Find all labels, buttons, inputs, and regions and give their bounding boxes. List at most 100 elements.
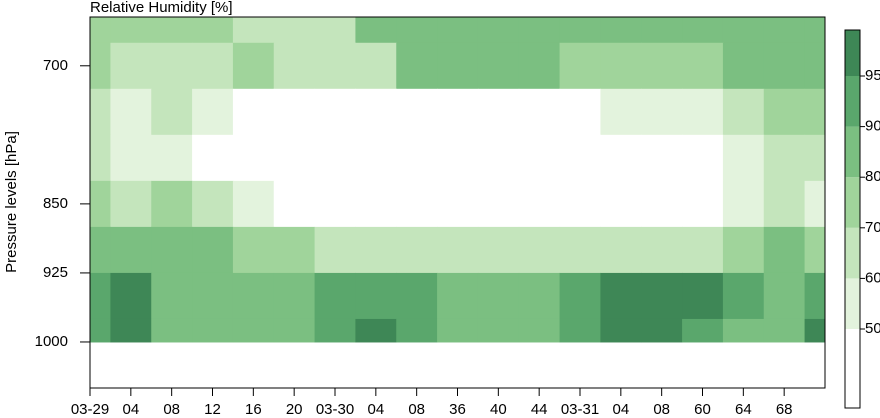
cell [641,42,683,90]
y-tick-label: 1000 [35,333,68,350]
cell [110,42,152,90]
cell [437,318,479,343]
cell [763,134,806,182]
cell [722,134,765,182]
cell [110,134,152,182]
cell [559,180,601,228]
cell [314,134,356,182]
colorbar-label: 70 [865,219,880,236]
cell [314,272,356,320]
cell [90,134,111,182]
cell [804,42,826,90]
cell [90,180,111,228]
cell [151,17,193,44]
cell [90,272,111,320]
cell [90,226,111,274]
cell [192,88,234,136]
cell [804,226,826,274]
cell [641,88,683,136]
cell [273,180,316,228]
cell [682,272,724,320]
cell [600,134,642,182]
cell [110,272,152,320]
cell [763,272,806,320]
cell [763,42,806,90]
cell [273,134,316,182]
cell [641,272,683,320]
x-tick-label: 04 [367,401,384,418]
cell [396,17,438,44]
cell [273,17,316,44]
colorbar-band [845,30,860,76]
cell [600,272,642,320]
cell [559,42,601,90]
cell [722,180,765,228]
cell [232,226,275,274]
y-tick-label: 925 [43,264,68,281]
x-tick-label: 03-30 [316,401,354,418]
cell [192,180,234,228]
colorbar-frame [844,29,861,409]
cell [90,17,111,44]
cell [314,226,356,274]
cell [518,134,561,182]
cell [722,226,765,274]
colorbar-band [845,278,860,329]
cell [477,42,520,90]
chart-title: Relative Humidity [%] [90,0,233,16]
cell [232,180,275,228]
cell [110,88,152,136]
cell [90,318,111,343]
colorbar-label: 90 [865,118,880,135]
cell [232,42,275,90]
cell [232,88,275,136]
cell [641,318,683,343]
x-tick-label: 16 [245,401,262,418]
cell [518,42,561,90]
colorbar-band [845,76,860,127]
cell [232,134,275,182]
cell [682,226,724,274]
x-tick-label: 36 [449,401,466,418]
cell [355,134,397,182]
x-tick-label: 20 [286,401,303,418]
cell [722,272,765,320]
x-tick-label: 03-29 [71,401,109,418]
colorbar-band [845,329,860,408]
cell [559,226,601,274]
cell [396,42,438,90]
cell [192,272,234,320]
cell [437,88,479,136]
x-tick-label: 64 [735,401,752,418]
cell [600,42,642,90]
cell [682,318,724,343]
y-axis-label: Pressure levels [hPa] [3,131,20,273]
cell [192,318,234,343]
cell [355,17,397,44]
cell [804,318,826,343]
cell [90,88,111,136]
cell [763,88,806,136]
cell [641,134,683,182]
cell [477,180,520,228]
cell [314,88,356,136]
cell [110,180,152,228]
cell [437,272,479,320]
cell [151,272,193,320]
cell [110,226,152,274]
cell [722,42,765,90]
cell [804,180,826,228]
cell [314,17,356,44]
cell [763,226,806,274]
cell [804,134,826,182]
field [90,17,826,343]
cell [682,88,724,136]
cell [804,17,826,44]
cell [763,17,806,44]
cell [151,226,193,274]
cell [518,318,561,343]
cell [355,318,397,343]
cell [763,180,806,228]
colorbar-label: 80 [865,168,880,185]
x-tick-label: 08 [653,401,670,418]
